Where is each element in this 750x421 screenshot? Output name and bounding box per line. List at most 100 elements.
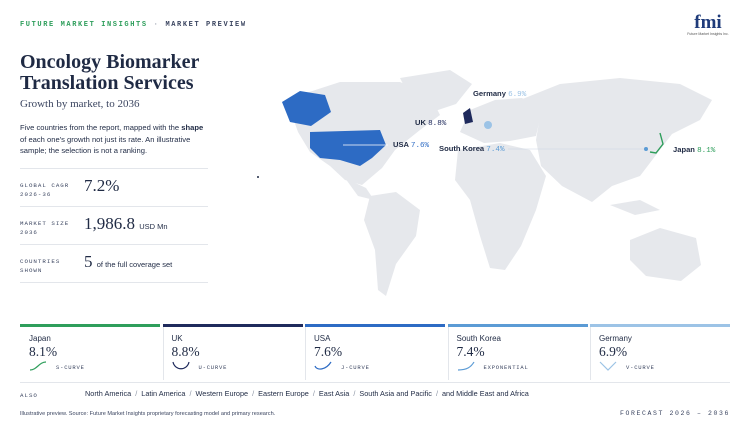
also-list: North America / Latin America / Western Euro… xyxy=(85,389,529,398)
market-card[interactable]: Germany 6.9% V-CURVE xyxy=(590,324,730,380)
stat-label: MARKET SIZE 2036 xyxy=(20,220,70,236)
stat-unit: USD Mn xyxy=(139,222,168,231)
map-country: Germany xyxy=(473,89,507,98)
card-accent xyxy=(590,324,730,327)
korea-marker xyxy=(644,147,648,151)
title: Oncology Biomarker Translation Services xyxy=(20,51,200,94)
stat-rule xyxy=(20,244,208,245)
shape-curve xyxy=(29,361,47,371)
description: Five countries from the report, mapped w… xyxy=(20,122,210,157)
card-accent xyxy=(305,324,445,327)
central-america xyxy=(345,178,374,200)
shape-curve xyxy=(171,361,190,370)
japan-shape xyxy=(649,132,664,154)
rule xyxy=(20,382,730,383)
map-value: 6.9% xyxy=(508,91,527,99)
subtitle: Growth by market, to 2036 xyxy=(20,98,140,110)
usa-shape xyxy=(310,130,386,166)
card-shape: S-CURVE xyxy=(56,364,85,371)
card-country: USA xyxy=(314,334,331,343)
map-value: 7.4% xyxy=(486,146,505,154)
stat-value: 5 of the full coverage set xyxy=(84,252,172,272)
card-value: 7.6% xyxy=(314,344,343,359)
uk-shape xyxy=(463,108,473,124)
card-separator xyxy=(590,327,591,380)
map-label: South Korea 7.4% xyxy=(439,144,505,154)
shape-curve xyxy=(457,361,475,371)
stat-rule xyxy=(20,168,208,169)
logo-caption: Future Market Insights Inc. xyxy=(687,32,729,36)
map-value: 7.6% xyxy=(411,142,430,150)
map-country: UK xyxy=(415,118,426,127)
australia xyxy=(630,228,701,281)
world-map: Japan 8.1% UK 8.8% USA 7.6% South Korea 7.4… xyxy=(257,70,716,296)
shape-curve xyxy=(314,361,332,370)
section: MARKET PREVIEW xyxy=(165,21,247,29)
asia xyxy=(520,78,712,202)
map-label: Japan 8.1% xyxy=(673,145,716,155)
map-country: Japan xyxy=(673,145,695,154)
shape-icon xyxy=(457,361,475,371)
stat-unit: of the full coverage set xyxy=(96,260,173,269)
greenland xyxy=(400,70,472,112)
separator: / xyxy=(189,389,192,398)
stat-rule xyxy=(20,282,208,283)
usa-alaska xyxy=(282,91,331,126)
map-country: USA xyxy=(393,140,410,149)
stat-label: COUNTRIES SHOWN xyxy=(20,258,61,274)
map-value: 8.1% xyxy=(697,147,716,155)
separator: / xyxy=(353,389,356,398)
market-card[interactable]: UK 8.8% U-CURVE xyxy=(162,324,303,380)
map-label: Germany 6.9% xyxy=(473,89,527,99)
brand: FUTURE MARKET INSIGHTS xyxy=(20,21,148,29)
map-label: UK 8.8% xyxy=(415,118,447,128)
region: South Asia and Pacific xyxy=(359,389,432,398)
map-label: USA 7.6% xyxy=(393,140,430,150)
indonesia xyxy=(610,200,660,215)
footer-note: Illustrative preview. Source: Future Mar… xyxy=(20,411,276,417)
shape-icon xyxy=(29,361,47,371)
logo-text: fmi xyxy=(694,12,722,33)
also-label: ALSO xyxy=(20,392,38,399)
map-country: South Korea xyxy=(439,144,485,153)
card-value: 6.9% xyxy=(599,344,628,359)
region: East Asia xyxy=(318,389,350,398)
market-card[interactable]: South Korea 7.4% EXPONENTIAL xyxy=(447,324,588,380)
card-shape: EXPONENTIAL xyxy=(483,364,529,371)
south-america xyxy=(364,192,420,296)
card-accent xyxy=(162,324,303,327)
market-card[interactable]: Japan 8.1% S-CURVE xyxy=(20,324,160,380)
separator: / xyxy=(135,389,138,398)
card-separator xyxy=(447,327,449,380)
card-shape: U-CURVE xyxy=(198,364,228,371)
market-card[interactable]: USA 7.6% J-CURVE xyxy=(305,324,445,380)
card-accent xyxy=(447,324,588,327)
card-shape: J-CURVE xyxy=(341,364,370,371)
description-text: Five countries from the report, mapped w… xyxy=(20,123,180,132)
stat-value: 1,986.8 USD Mn xyxy=(84,214,168,234)
region: and Middle East and Africa xyxy=(441,389,529,398)
card-separator xyxy=(162,327,164,380)
region: Eastern Europe xyxy=(258,389,309,398)
europe xyxy=(460,98,542,143)
card-value: 8.8% xyxy=(171,344,200,359)
region: Western Europe xyxy=(195,389,249,398)
description-text: of each one's growth not just its rate. … xyxy=(20,134,191,156)
stat-value: 7.2% xyxy=(84,176,119,196)
separator: · xyxy=(153,21,160,29)
map-value: 8.8% xyxy=(428,120,447,128)
card-country: Japan xyxy=(29,334,51,343)
map-labels: Japan 8.1% UK 8.8% USA 7.6% South Korea 7.4… xyxy=(393,89,716,155)
stat-number: 5 xyxy=(84,252,93,271)
stat-number: 7.2% xyxy=(84,176,120,195)
logo[interactable]: fmi Future Market Insights Inc. xyxy=(686,12,730,36)
region: Latin America xyxy=(141,389,186,398)
card-value: 7.4% xyxy=(456,344,485,359)
card-country: UK xyxy=(171,334,183,343)
description-emphasis: shape xyxy=(181,123,204,132)
shape-icon xyxy=(171,361,190,370)
dot xyxy=(257,176,259,178)
card-country: Germany xyxy=(599,334,632,343)
separator: / xyxy=(435,389,438,398)
